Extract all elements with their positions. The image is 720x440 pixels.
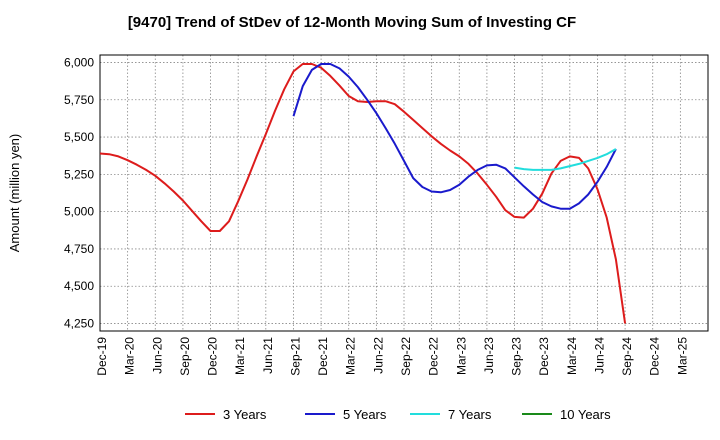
x-tick-label: Mar-22 [344,337,358,375]
legend-label: 5 Years [343,407,387,422]
x-tick-label: Jun-23 [482,337,496,374]
y-axis-label: Amount (million yen) [7,134,22,253]
grid-lines [100,55,708,331]
x-tick-label: Mar-23 [454,337,468,375]
x-tick-label: Dec-24 [648,337,662,376]
x-tick-label: Sep-21 [288,337,302,376]
x-tick-label: Dec-19 [95,337,109,376]
x-tick-label: Sep-24 [620,337,634,376]
x-axis-ticks: Dec-19 Mar-20 Jun-20 Sep-20 Dec-20 Mar-21 Jun-… [95,337,689,376]
x-tick-label: Sep-20 [178,337,192,376]
series-line-3-years [99,63,627,324]
y-axis-ticks: 4,250 4,500 4,750 5,000 5,250 5,500 5,750 6,000 [64,55,94,330]
y-tick-label: 4,500 [64,279,94,293]
chart-title: [9470] Trend of StDev of 12-Month Moving… [128,14,576,31]
series-lines [99,63,627,324]
x-tick-label: Jun-21 [261,337,275,374]
x-tick-label: Mar-21 [233,337,247,375]
x-tick-label: Dec-22 [427,337,441,376]
x-tick-label: Dec-21 [316,337,330,376]
legend-label: 7 Years [448,407,492,422]
series-line-7-years [514,148,617,171]
x-tick-label: Dec-23 [537,337,551,376]
legend-label: 3 Years [223,407,267,422]
y-tick-label: 4,750 [64,242,94,256]
x-tick-label: Dec-20 [206,337,220,376]
y-tick-label: 5,500 [64,130,94,144]
x-tick-label: Mar-20 [123,337,137,375]
series-line-5-years [292,63,617,210]
y-tick-label: 4,250 [64,317,94,331]
x-tick-label: Jun-24 [592,337,606,374]
y-tick-label: 5,000 [64,205,94,219]
plot-frame [99,54,709,332]
y-tick-label: 5,250 [64,167,94,181]
x-tick-label: Mar-24 [565,337,579,375]
legend-label: 10 Years [560,407,611,422]
x-tick-label: Sep-22 [399,337,413,376]
y-tick-label: 6,000 [64,55,94,69]
y-tick-label: 5,750 [64,93,94,107]
x-tick-label: Sep-23 [510,337,524,376]
x-tick-label: Jun-20 [150,337,164,374]
x-tick-label: Mar-25 [675,337,689,375]
legend: 3 Years 5 Years 7 Years 10 Years [185,407,611,422]
x-tick-label: Jun-22 [371,337,385,374]
